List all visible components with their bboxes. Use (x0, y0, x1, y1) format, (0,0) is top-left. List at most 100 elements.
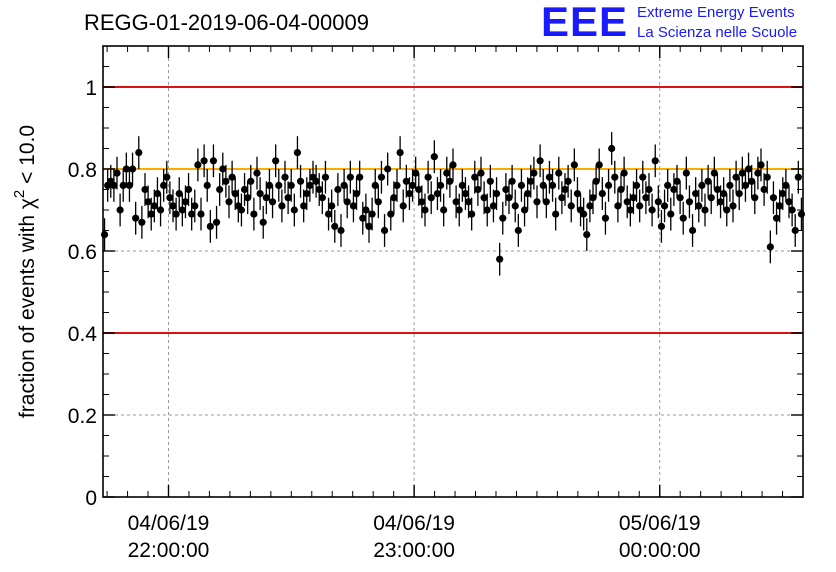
data-point (788, 206, 796, 214)
data-point (135, 149, 143, 157)
data-point (287, 181, 295, 189)
data-point (561, 185, 569, 194)
data-point (318, 194, 326, 202)
y-tick-label: 0.4 (68, 323, 98, 346)
data-point (253, 169, 261, 177)
data-point (166, 194, 174, 202)
data-point (216, 185, 224, 194)
data-point (776, 202, 784, 210)
data-point (729, 202, 737, 210)
y-axis-label: fraction of events with χ2 < 10.0 (11, 125, 39, 418)
data-point (197, 210, 205, 218)
data-point (281, 173, 289, 181)
data-point (349, 202, 358, 210)
data-point (604, 181, 613, 189)
data-point (474, 185, 482, 194)
chart-title: REGG-01-2019-06-04-00009 (84, 10, 369, 35)
data-point (405, 190, 414, 198)
data-point (427, 194, 435, 202)
data-point (206, 222, 214, 230)
data-point (527, 177, 535, 185)
data-point (648, 206, 656, 214)
data-point (452, 198, 460, 206)
data-point (586, 202, 594, 210)
data-point (443, 169, 451, 177)
data-point (555, 169, 563, 177)
data-point (424, 173, 432, 181)
data-point (175, 190, 183, 198)
data-point (620, 169, 628, 177)
data-point (598, 190, 606, 198)
data-point (710, 169, 718, 177)
logo-line-2: La Scienza nelle Scuole (637, 24, 798, 41)
data-point (430, 153, 438, 161)
data-point (380, 226, 389, 235)
data-point (754, 169, 762, 177)
data-point (132, 214, 140, 222)
data-point (595, 161, 603, 169)
data-point (188, 210, 196, 218)
data-point (147, 210, 155, 218)
data-point (573, 190, 582, 198)
eee-logo-mark: EEE (541, 0, 629, 45)
data-point (374, 198, 382, 206)
data-point (324, 210, 333, 218)
data-point (679, 214, 687, 222)
data-point (237, 206, 246, 214)
data-point (113, 169, 121, 177)
data-point (272, 157, 280, 165)
data-point (639, 173, 647, 181)
data-point (268, 198, 277, 206)
data-point (265, 181, 274, 189)
data-point (458, 181, 466, 189)
data-point (449, 161, 457, 169)
data-point (794, 173, 802, 181)
data-point (191, 202, 199, 210)
data-point (477, 169, 485, 177)
data-point (290, 206, 298, 214)
data-point (636, 202, 644, 210)
data-point (766, 243, 774, 251)
data-point (751, 194, 759, 202)
data-point (676, 194, 684, 202)
data-point (275, 181, 283, 189)
data-point (184, 185, 193, 194)
data-point (520, 206, 529, 214)
data-point (384, 165, 392, 173)
plot-frame (102, 45, 804, 498)
data-point (415, 185, 423, 194)
data-point (387, 210, 395, 218)
data-point (172, 210, 180, 218)
y-tick-labels: 0 0.2 0.4 0.6 0.8 1 (68, 77, 98, 510)
data-point (660, 202, 669, 210)
data-point (303, 190, 311, 198)
data-point (542, 198, 550, 206)
data-point (138, 218, 146, 226)
data-point (377, 173, 386, 181)
data-point (125, 181, 134, 189)
y-tick-label: 0.8 (68, 159, 97, 182)
data-point (517, 181, 526, 189)
data-point (421, 206, 429, 214)
data-point (757, 161, 765, 169)
data-point (698, 181, 706, 189)
data-point (436, 181, 445, 189)
data-point (524, 190, 532, 198)
data-point (701, 206, 709, 214)
data-point (558, 194, 566, 202)
data-point (440, 206, 448, 214)
data-point (352, 190, 361, 198)
data-point (533, 198, 541, 206)
data-point (564, 177, 572, 185)
data-point (667, 210, 675, 218)
data-point (617, 185, 625, 194)
data-points (100, 132, 806, 276)
data-point (399, 202, 407, 210)
data-point (583, 231, 591, 239)
eee-logo: EEE Extreme Energy Events La Scienza nel… (541, 0, 831, 46)
data-point (723, 206, 731, 214)
data-point (682, 169, 690, 177)
data-point (791, 226, 799, 235)
data-point (738, 169, 746, 177)
data-point (608, 144, 616, 153)
